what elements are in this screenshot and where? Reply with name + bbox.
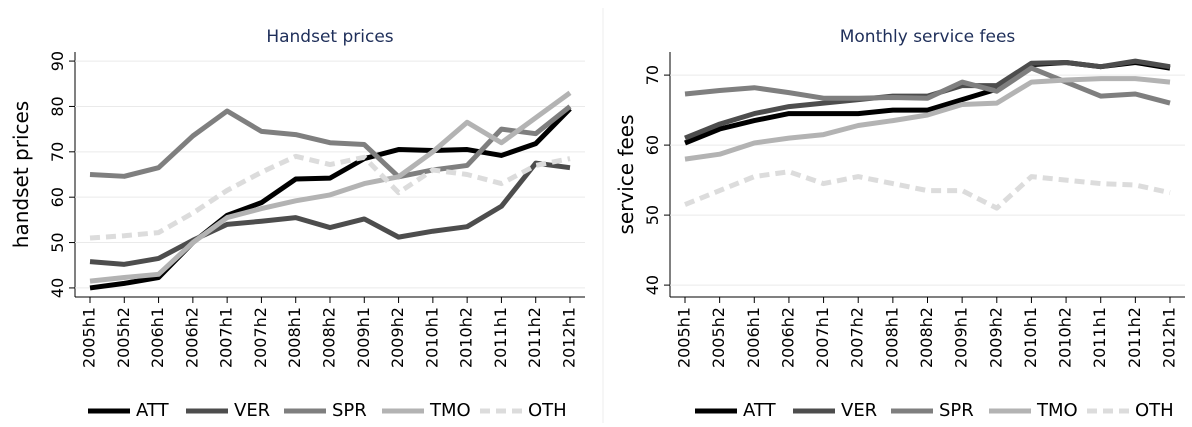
chart-title: Monthly service fees xyxy=(840,27,1016,47)
series-line xyxy=(89,104,572,180)
legend-label: VER xyxy=(841,400,877,421)
y-tick-label: 60 xyxy=(643,135,662,155)
series-line xyxy=(684,169,1171,211)
x-tick-label: 2007h2 xyxy=(848,307,867,368)
x-tick-label: 2006h1 xyxy=(148,307,167,368)
y-tick-label: 70 xyxy=(48,142,67,162)
legend-label: TMO xyxy=(1036,400,1078,421)
x-tick-label: 2008h1 xyxy=(882,307,901,368)
y-tick-label: 60 xyxy=(48,187,67,207)
legend-label: VER xyxy=(234,400,270,421)
x-tick-label: 2005h2 xyxy=(114,307,133,368)
x-tick-label: 2009h2 xyxy=(388,307,407,368)
legend-label: OTH xyxy=(1135,400,1174,421)
series-line xyxy=(89,153,571,241)
legend-label: TMO xyxy=(429,400,471,421)
x-tick-label: 2007h2 xyxy=(251,307,270,368)
x-tick-label: 2005h2 xyxy=(709,307,728,368)
x-tick-label: 2010h1 xyxy=(1021,307,1040,368)
legend-label: SPR xyxy=(939,400,974,421)
x-tick-label: 2011h2 xyxy=(525,307,544,368)
y-tick-label: 50 xyxy=(48,232,67,252)
chart-title: Handset prices xyxy=(266,27,393,47)
x-tick-label: 2005h1 xyxy=(675,307,694,368)
y-tick-label: 40 xyxy=(643,275,662,295)
x-tick-label: 2012h1 xyxy=(1160,307,1179,368)
x-tick-label: 2007h1 xyxy=(813,307,832,368)
x-tick-label: 2011h1 xyxy=(1090,307,1109,368)
y-axis-label: service fees xyxy=(614,114,638,234)
x-tick-label: 2009h2 xyxy=(986,307,1005,368)
x-tick-label: 2012h1 xyxy=(560,307,579,368)
x-tick-label: 2009h1 xyxy=(952,307,971,368)
y-tick-label: 80 xyxy=(48,96,67,116)
x-tick-label: 2010h2 xyxy=(1056,307,1075,368)
legend-label: SPR xyxy=(332,400,367,421)
x-tick-label: 2008h1 xyxy=(285,307,304,368)
series-line xyxy=(684,76,1171,162)
x-tick-label: 2010h2 xyxy=(457,307,476,368)
legend-label: ATT xyxy=(743,400,777,421)
y-tick-label: 70 xyxy=(643,65,662,85)
x-tick-label: 2011h2 xyxy=(1125,307,1144,368)
x-tick-label: 2008h2 xyxy=(320,307,339,368)
x-tick-label: 2006h2 xyxy=(182,307,201,368)
series-line xyxy=(89,90,572,284)
x-tick-label: 2005h1 xyxy=(80,307,99,368)
y-tick-label: 90 xyxy=(48,51,67,71)
series-line xyxy=(684,65,1171,106)
series-line xyxy=(89,160,571,267)
y-axis-label: handset prices xyxy=(9,101,33,248)
x-tick-label: 2007h1 xyxy=(217,307,236,368)
y-tick-label: 40 xyxy=(48,278,67,298)
x-tick-label: 2009h1 xyxy=(354,307,373,368)
y-tick-label: 50 xyxy=(643,205,662,225)
x-tick-label: 2011h1 xyxy=(491,307,510,368)
x-tick-label: 2008h2 xyxy=(917,307,936,368)
x-tick-label: 2006h1 xyxy=(744,307,763,368)
legend-label: ATT xyxy=(136,400,170,421)
x-tick-label: 2006h2 xyxy=(778,307,797,368)
legend-label: OTH xyxy=(528,400,567,421)
x-tick-label: 2010h1 xyxy=(422,307,441,368)
